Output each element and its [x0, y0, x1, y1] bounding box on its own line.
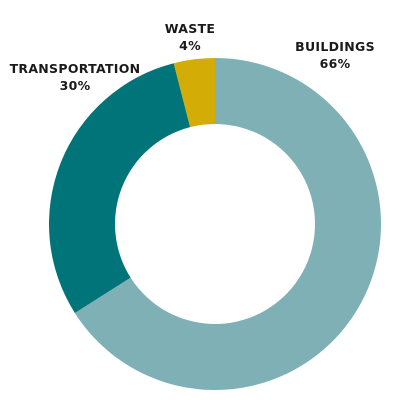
slice-value-buildings: 66% [320, 56, 351, 71]
slice-waste [173, 58, 215, 128]
slice-label-transportation: TRANSPORTATION [10, 61, 141, 76]
labels-group: BUILDINGS 66% TRANSPORTATION 30% WASTE 4% [10, 21, 375, 93]
slice-buildings [74, 58, 382, 390]
slice-label-waste: WASTE [165, 21, 215, 36]
slice-transportation [49, 63, 191, 313]
slices-group [49, 58, 382, 390]
slice-value-transportation: 30% [60, 78, 91, 93]
slice-value-waste: 4% [179, 38, 201, 53]
slice-label-buildings: BUILDINGS [295, 39, 375, 54]
